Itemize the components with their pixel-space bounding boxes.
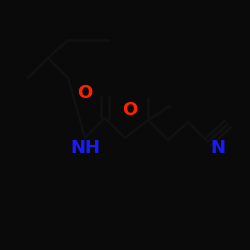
- Text: O: O: [122, 101, 138, 119]
- Text: NH: NH: [70, 139, 100, 157]
- Text: O: O: [78, 84, 92, 102]
- Text: N: N: [210, 139, 226, 157]
